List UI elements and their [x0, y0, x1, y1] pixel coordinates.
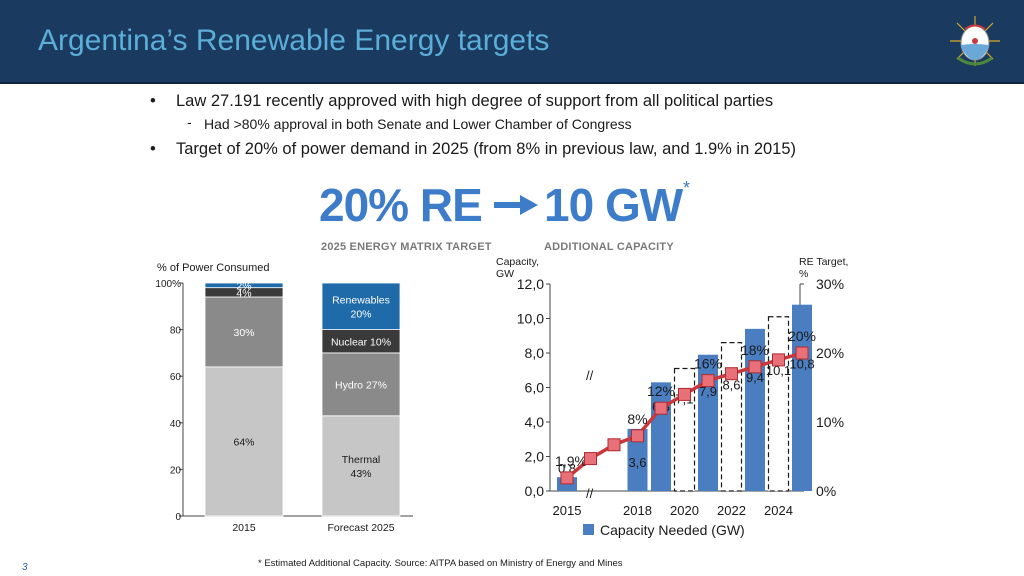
capacity-bar-dashed [673, 367, 696, 492]
y-tick-label: 0,0 [525, 483, 545, 499]
headline-asterisk: * [683, 178, 691, 198]
capacity-bar-dashed [720, 342, 743, 492]
y-tick-label: 0 [175, 512, 181, 523]
y-axis-label: GW [496, 268, 514, 280]
segment-label: 4% [236, 287, 251, 299]
segment-label: 64% [233, 436, 254, 448]
bullet-target: • Target of 20% of power demand in 2025 (… [150, 140, 797, 158]
y-tick-label: 20 [170, 465, 182, 476]
capacity-bar-label: 3,6 [628, 455, 646, 470]
y-tick-label: 60 [170, 372, 182, 383]
capacity-bar-label: 8,6 [722, 377, 740, 392]
bullet-law: • Law 27.191 recently approved with high … [150, 92, 774, 110]
capacity-bar [627, 428, 648, 491]
y-tick-label: 40 [170, 419, 182, 430]
source-footnote: * Estimated Additional Capacity. Source:… [258, 558, 623, 569]
re-target-label: 12% [647, 383, 675, 399]
segment-label: 43% [350, 468, 371, 480]
x-tick-label: 2015 [553, 503, 582, 518]
headline-gw: 10 GW [544, 179, 683, 231]
headline-re-percent: 20% RE [319, 179, 483, 231]
y-tick-label: 2,0 [525, 449, 545, 465]
x-tick-label: 2020 [670, 503, 699, 518]
capacity-bar-dashed [767, 316, 790, 492]
right-arrow-icon [494, 195, 538, 215]
capacity-bar [698, 354, 718, 491]
y2-tick-label: 10% [816, 414, 844, 430]
x-tick-label: 2018 [623, 503, 652, 518]
capacity-bar-label: 10,1 [766, 363, 791, 378]
y2-tick-label: 0% [816, 483, 836, 499]
re-target-point [678, 387, 691, 401]
sub-bullet-approval: - Had >80% approval in both Senate and Lo… [187, 114, 632, 132]
re-target-point [795, 346, 809, 360]
y2-axis-label: % [799, 268, 808, 280]
y-tick-label: 12,0 [517, 276, 544, 292]
re-target-point [701, 374, 715, 388]
y-tick-label: 100% [155, 279, 181, 290]
x-category-label: Forecast 2025 [327, 522, 394, 534]
segment-label: 20% [350, 308, 371, 320]
y-axis-label: % of Power Consumed [157, 262, 270, 274]
stack-segment [204, 282, 284, 289]
re-target-label: 8% [627, 411, 647, 427]
re-target-point [560, 471, 574, 485]
segment-label: 30% [233, 327, 254, 339]
segment-label: Renewables [332, 294, 390, 306]
capacity-bar-label: 7,9 [699, 384, 717, 399]
y2-axis-label: RE Target, [799, 258, 848, 268]
y2-tick-label: 20% [816, 345, 844, 361]
energy-matrix-target-label: 2025 ENERGY MATRIX TARGET [321, 241, 492, 253]
stack-segment [321, 282, 401, 330]
x-tick-label: 2022 [717, 503, 746, 518]
stack-segment [204, 296, 284, 368]
x-tick-label: 2024 [764, 503, 793, 518]
y-tick-label: 10,0 [517, 311, 544, 327]
re-target-point [725, 367, 738, 381]
legend-label: Capacity Needed (GW) [600, 522, 745, 538]
capacity-bar-label: 10,8 [789, 357, 814, 372]
y-axis-label: Capacity, [496, 258, 539, 268]
capacity-bar-label: 9,4 [746, 370, 764, 385]
segment-label: Thermal [342, 454, 381, 466]
argentina-coat-of-arms-icon [950, 16, 1000, 66]
re-target-label: 18% [741, 342, 769, 358]
energy-matrix-chart: % of Power Consumed 0 20 40 60 80 100% 64% 30% 4%… [155, 262, 413, 534]
x-category-label: 2015 [232, 522, 256, 534]
capacity-chart: Capacity,GW RE Target,% 0,0 2,0 4,0 6,0 8,0 10,… [496, 258, 848, 538]
re-target-point [631, 429, 644, 443]
axis-break-mark: // [586, 486, 594, 501]
additional-capacity-label: ADDITIONAL CAPACITY [544, 241, 674, 253]
re-target-point [772, 353, 785, 367]
segment-label: 2% [236, 280, 251, 292]
page-number: 3 [22, 562, 28, 573]
re-target-point [748, 360, 762, 374]
re-target-label: 1,9% [555, 453, 587, 469]
bullet-list: • Law 27.191 recently approved with high … [150, 92, 1010, 164]
re-target-point [654, 401, 668, 415]
y-tick-label: 8,0 [525, 345, 545, 361]
slide-title: Argentina’s Renewable Energy targets [38, 24, 550, 57]
segment-label: Nuclear 10% [331, 336, 391, 348]
axis-break-mark: // [586, 368, 594, 383]
re-target-label: 20% [788, 328, 816, 344]
y-tick-label: 80 [170, 326, 182, 337]
legend-swatch [583, 524, 594, 535]
y-tick-label: 4,0 [525, 414, 545, 430]
re-target-point [584, 452, 597, 466]
re-target-label: 16% [694, 356, 722, 372]
re-target-point [607, 438, 621, 452]
y-tick-label: 6,0 [525, 380, 545, 396]
slide-header: Argentina’s Renewable Energy targets [0, 0, 1024, 84]
y2-tick-label: 30% [816, 276, 844, 292]
segment-label: Hydro 27% [335, 379, 387, 391]
